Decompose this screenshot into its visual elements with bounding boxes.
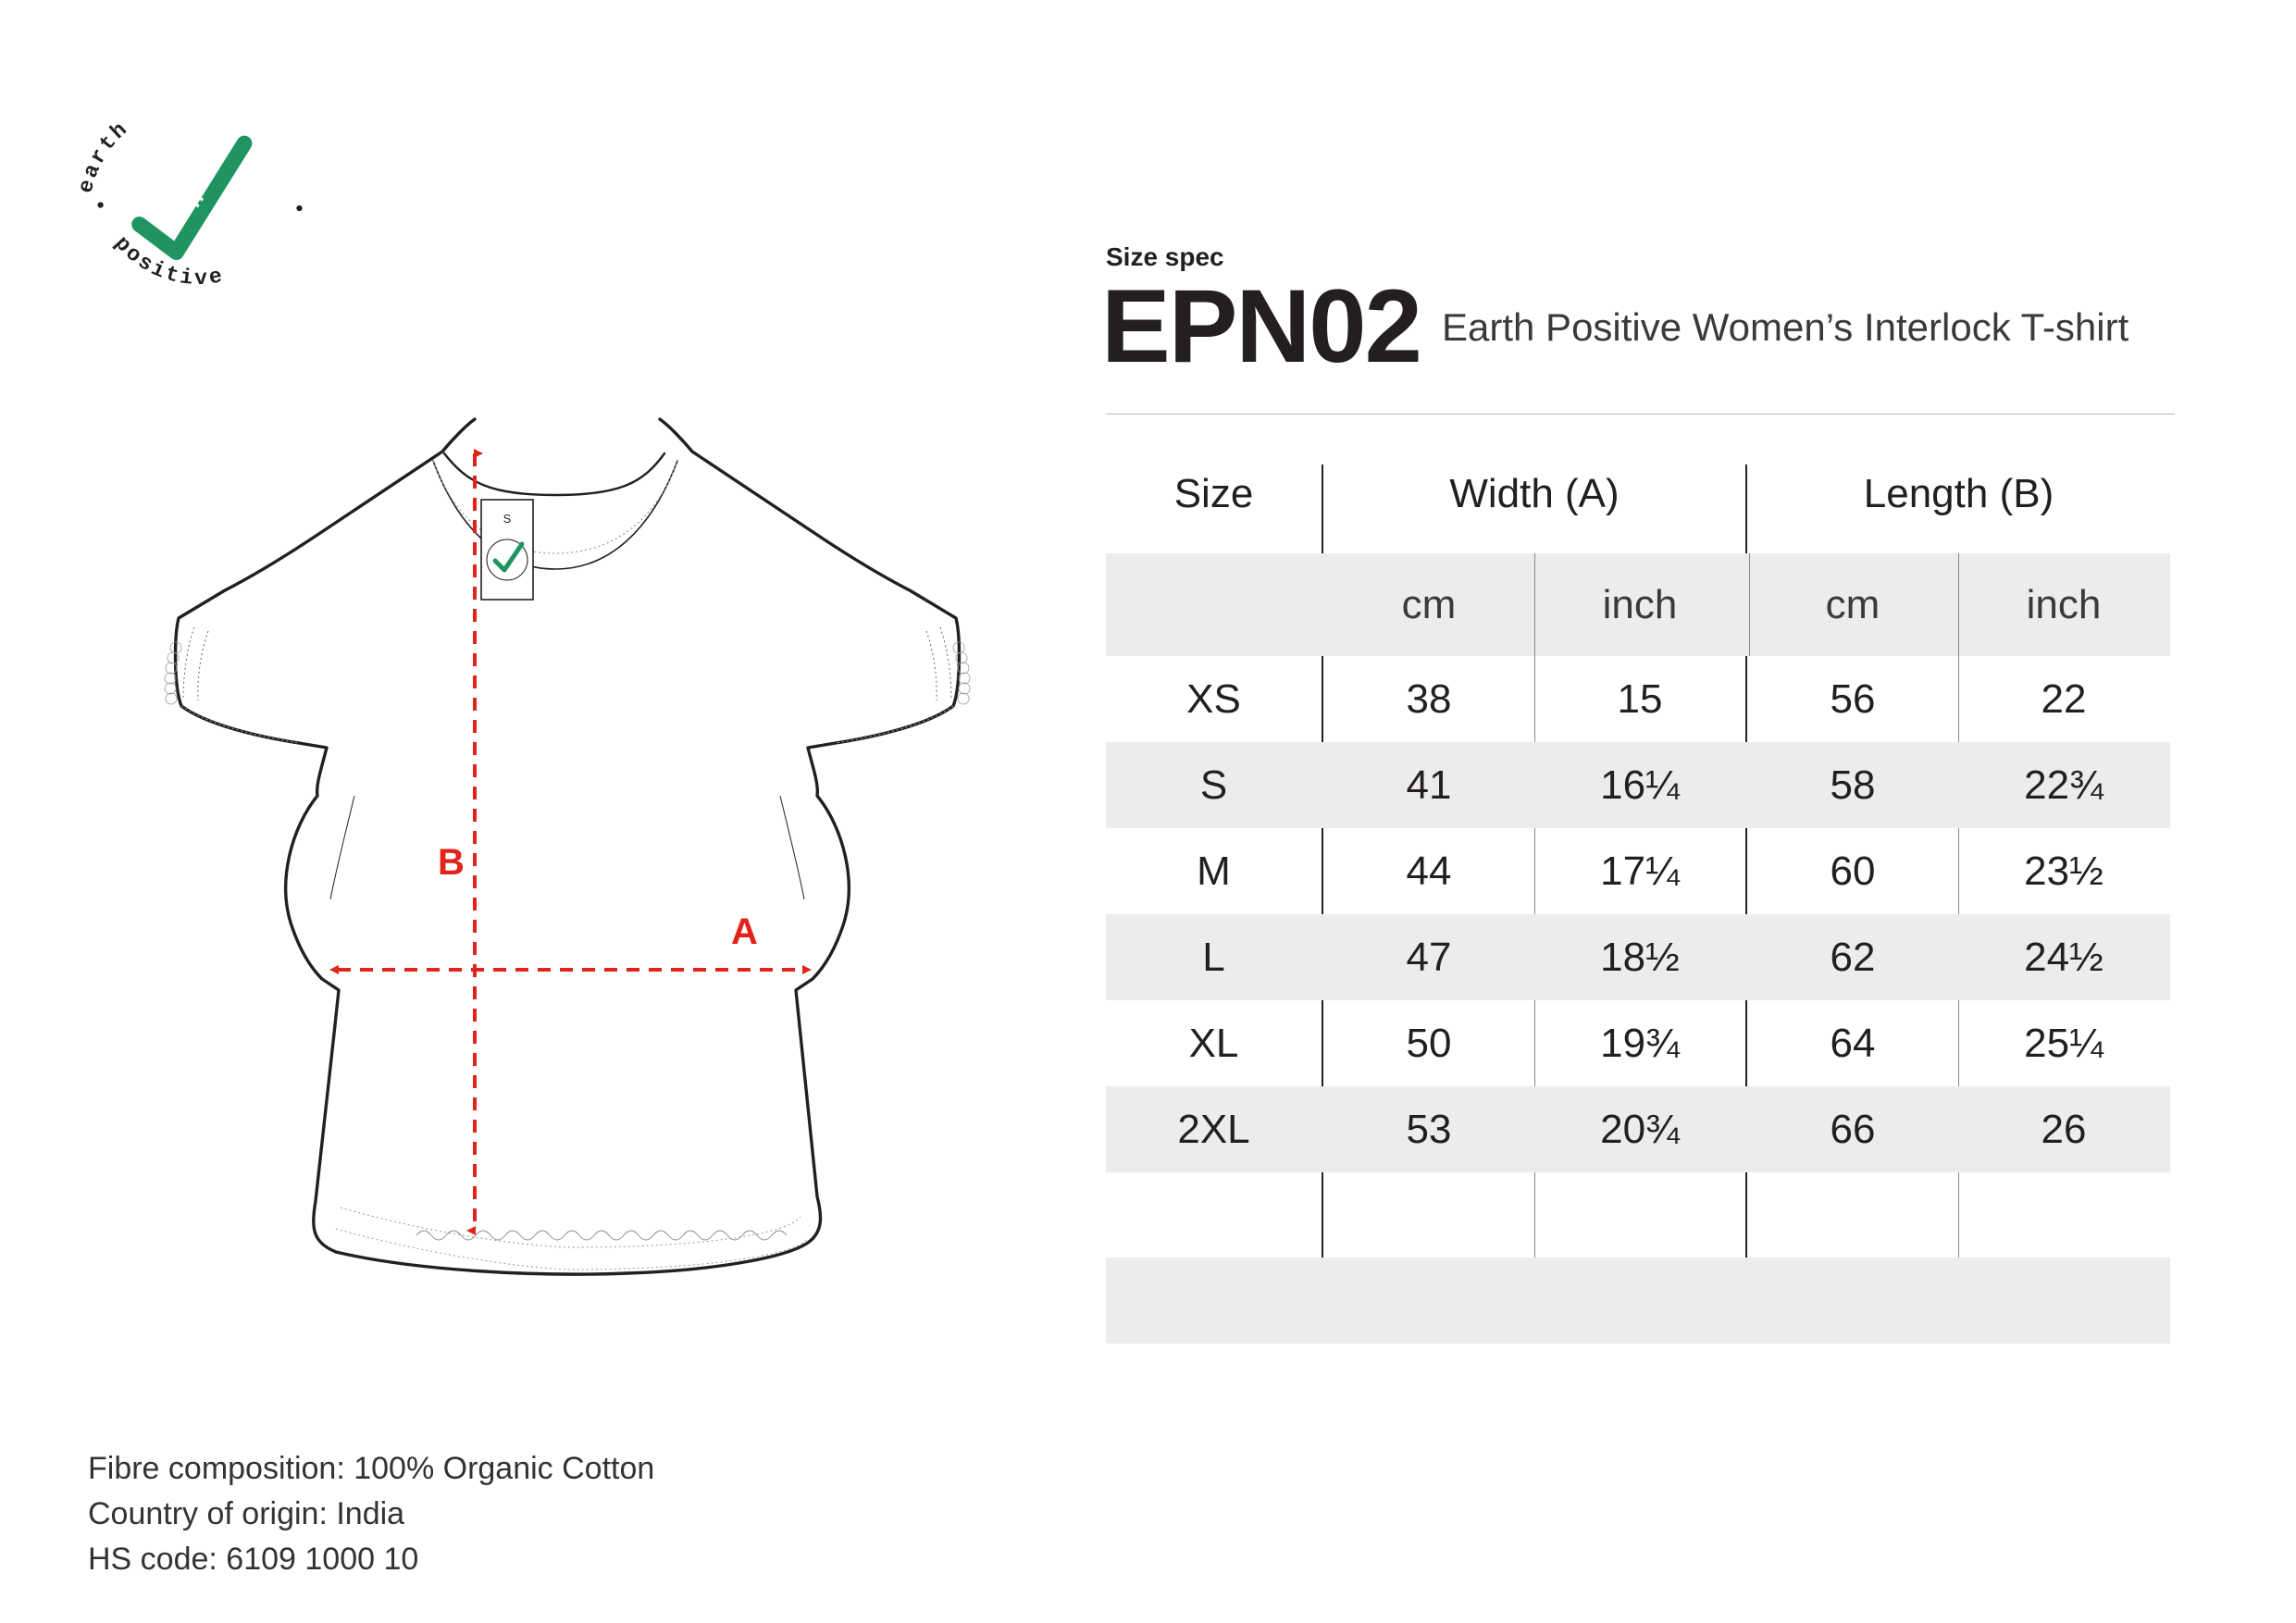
svg-text:earth: earth [73,116,133,195]
svg-text:A: A [731,911,758,952]
svg-text:S: S [503,512,512,526]
svg-text:B: B [438,842,465,883]
